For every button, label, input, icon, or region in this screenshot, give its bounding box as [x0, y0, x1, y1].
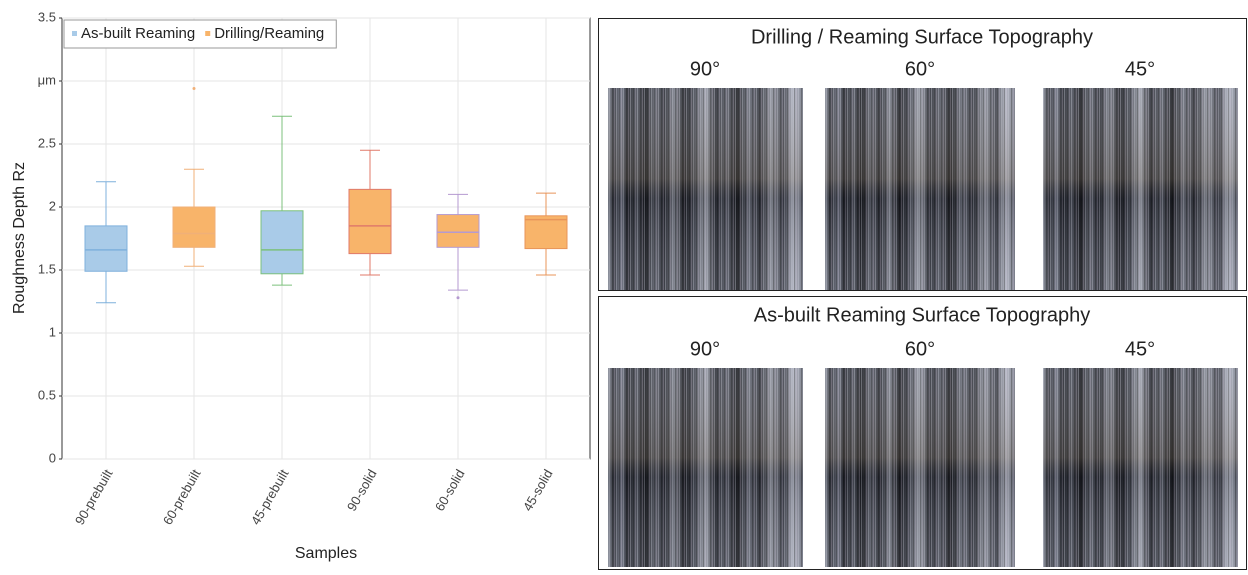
legend-label: Drilling/Reaming	[214, 25, 324, 42]
angle-label: 45°	[1125, 338, 1155, 360]
x-tick-label: 45-solid	[520, 467, 556, 514]
surface-image	[825, 368, 1015, 567]
legend: As-built Reaming Drilling/Reaming	[63, 19, 337, 49]
surface-images	[608, 88, 1238, 567]
outlier	[192, 87, 196, 91]
angle-label: 60°	[905, 58, 935, 80]
angle-label: 90°	[690, 338, 720, 360]
y-axis-label: Roughness Depth Rz	[11, 162, 28, 314]
x-tick-label: 60-solid	[432, 467, 468, 514]
y-tick-label: μm	[38, 72, 56, 87]
surface-image	[1043, 88, 1238, 290]
surface-image	[608, 368, 803, 567]
y-tick-label: 0.5	[38, 387, 56, 402]
x-tick-label: 60-prebuilt	[160, 466, 204, 527]
angle-label: 60°	[905, 338, 935, 360]
x-axis-label: Samples	[295, 545, 357, 562]
y-tick-label: 1	[49, 324, 56, 339]
box	[524, 215, 568, 250]
surface-image	[825, 88, 1015, 290]
x-tick-label: 90-prebuilt	[72, 466, 116, 527]
surface-image	[1043, 368, 1238, 567]
box	[260, 210, 304, 275]
surface-image	[608, 88, 803, 290]
angle-label: 90°	[690, 58, 720, 80]
x-tick-label: 90-solid	[344, 467, 380, 514]
plot	[84, 87, 568, 304]
y-tick-label: 1.5	[38, 261, 56, 276]
panel-title: Drilling / Reaming Surface Topography	[751, 26, 1093, 48]
box	[84, 225, 128, 272]
angle-label: 45°	[1125, 58, 1155, 80]
outlier	[456, 296, 460, 300]
x-tick-label: 45-prebuilt	[248, 466, 292, 527]
legend-label: As-built Reaming	[81, 25, 195, 42]
box	[436, 214, 480, 248]
plot-frame	[61, 17, 591, 460]
legend-swatch	[72, 31, 77, 36]
panel-title: As-built Reaming Surface Topography	[754, 304, 1090, 326]
legend-frame	[63, 19, 337, 49]
box	[172, 206, 216, 248]
grid	[59, 17, 590, 460]
y-tick-label: 3.5	[38, 9, 56, 24]
panel-frame	[598, 18, 1247, 291]
y-tick-label: 2.5	[38, 135, 56, 150]
y-tick-label: 0	[49, 450, 56, 465]
box	[348, 188, 392, 255]
legend-swatch	[205, 31, 211, 36]
y-tick-label: 2	[49, 198, 56, 213]
